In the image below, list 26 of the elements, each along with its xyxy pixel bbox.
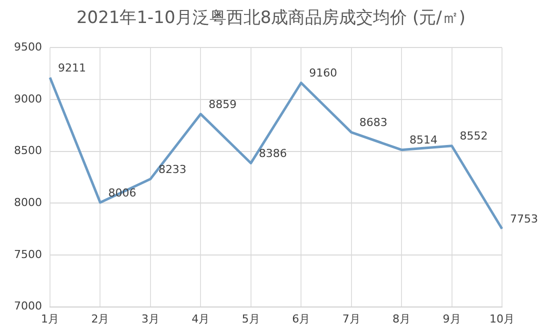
x-tick-label: 3月 (141, 312, 160, 326)
data-label: 8233 (158, 162, 186, 176)
y-tick-label: 8500 (14, 144, 42, 158)
x-tick-label: 5月 (242, 312, 260, 326)
y-tick-label: 9000 (14, 92, 42, 106)
x-tick-label: 8月 (392, 312, 411, 326)
data-label: 8386 (258, 146, 287, 160)
data-label: 9160 (309, 66, 338, 80)
x-tick-label: 1月 (40, 312, 59, 326)
x-tick-label: 2月 (91, 312, 110, 326)
x-tick-label: 6月 (292, 312, 310, 326)
data-label: 9211 (58, 61, 86, 74)
data-label: 8552 (460, 130, 488, 143)
y-tick-label: 7500 (14, 248, 42, 261)
data-label: 8859 (208, 98, 237, 111)
data-label: 8514 (410, 134, 438, 147)
data-label: 8683 (359, 116, 388, 130)
x-tick-label: 7月 (342, 312, 360, 326)
x-tick-label: 9月 (442, 312, 461, 326)
y-tick-label: 8000 (14, 196, 42, 209)
y-tick-label: 7000 (14, 300, 42, 313)
data-label: 7753 (510, 212, 538, 226)
x-tick-label: 10月 (490, 312, 514, 326)
chart-title: 2021年1-10月泛粤西北8成商品房成交均价 (元/㎡) (75, 7, 467, 30)
y-tick-label: 9500 (14, 40, 42, 54)
x-tick-label: 4月 (192, 312, 210, 326)
